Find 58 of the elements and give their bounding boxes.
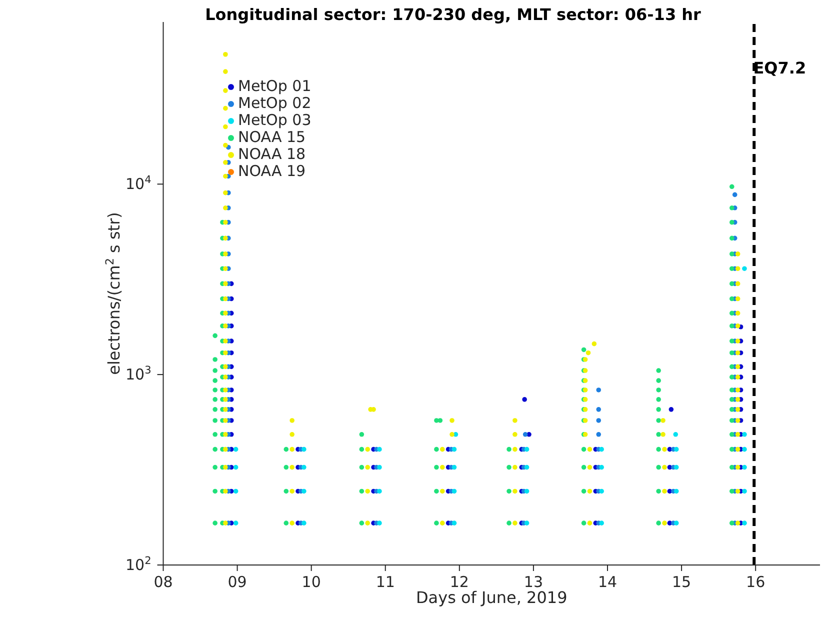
- point: [452, 446, 457, 452]
- x-tick-label: 13: [524, 573, 544, 591]
- point: [599, 464, 604, 470]
- point: [674, 446, 679, 452]
- x-tick-label: 14: [598, 573, 618, 591]
- point: [599, 520, 604, 526]
- point: [302, 446, 306, 452]
- legend-label: NOAA 18: [238, 145, 306, 163]
- point: [742, 432, 747, 437]
- x-tick-label: 10: [302, 573, 321, 591]
- point: [524, 446, 530, 452]
- point: [452, 520, 457, 526]
- point: [377, 488, 382, 494]
- point: [233, 520, 238, 526]
- y-tick-label: 10$^{4}$: [125, 174, 152, 194]
- point: [377, 446, 382, 452]
- legend-label: MetOp 03: [238, 111, 312, 129]
- point: [673, 432, 678, 437]
- x-axis-title: Days of June, 2019: [416, 588, 568, 607]
- point: [674, 464, 679, 470]
- point: [233, 464, 238, 470]
- point: [524, 520, 530, 526]
- point: [742, 446, 747, 452]
- point: [524, 464, 530, 470]
- ref-line-label: EQ7.2: [753, 58, 806, 78]
- x-tick-label: 15: [672, 573, 692, 591]
- point: [452, 488, 457, 494]
- x-tick-label: 11: [376, 573, 395, 591]
- x-tick-label: 09: [228, 573, 247, 591]
- point: [233, 488, 238, 494]
- chart-title: Longitudinal sector: 170-230 deg, MLT sector: 06-13 hr: [205, 5, 702, 24]
- point: [377, 520, 382, 526]
- legend-label: NOAA 19: [238, 162, 306, 180]
- legend-label: MetOp 02: [238, 94, 312, 112]
- y-tick-label: 10$^{3}$: [125, 364, 152, 384]
- legend-label: NOAA 15: [238, 128, 306, 146]
- legend-label: MetOp 01: [238, 77, 312, 95]
- point: [742, 266, 747, 272]
- point: [742, 488, 747, 494]
- y-tick-label: 10$^{2}$: [125, 555, 152, 574]
- point: [377, 464, 382, 470]
- point: [302, 520, 306, 526]
- point: [302, 464, 306, 470]
- point: [674, 520, 679, 526]
- point: [452, 464, 457, 470]
- point: [674, 488, 679, 494]
- point: [742, 464, 747, 470]
- x-tick-label: 16: [746, 573, 766, 591]
- point: [524, 488, 530, 494]
- point: [302, 488, 306, 494]
- x-tick-label: 08: [154, 573, 173, 591]
- point: [599, 488, 604, 494]
- x-tick-label: 12: [450, 573, 469, 591]
- point: [668, 407, 674, 412]
- point: [522, 397, 527, 402]
- point: [599, 446, 604, 452]
- point: [233, 446, 238, 452]
- point: [742, 520, 747, 526]
